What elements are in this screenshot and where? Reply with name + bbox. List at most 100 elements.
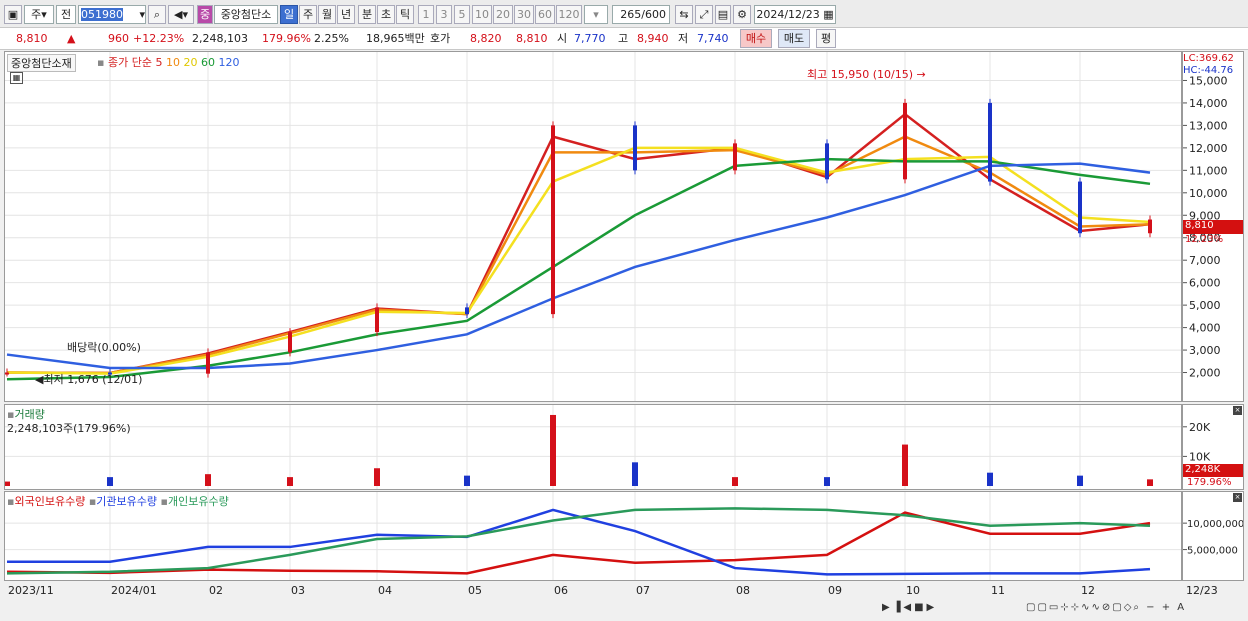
dropdown-icon[interactable]: ▾ (139, 8, 145, 21)
candle (1148, 219, 1152, 234)
volume-last-pct: 179.96% (1187, 477, 1232, 488)
price-panel[interactable]: 중앙첨단소재 ▪ 종가 단순 5 10 20 60 120 ▦ 최고 15,95… (4, 51, 1182, 402)
window-icon[interactable]: ▣ (4, 5, 22, 24)
ma-legend: ▪ 종가 단순 5 10 20 60 120 (97, 54, 239, 70)
volume-bar (374, 468, 380, 486)
tab-minute[interactable]: 분 (358, 5, 376, 24)
ma-line (6, 157, 1151, 381)
stock-name-field[interactable]: 중앙첨단소 (214, 5, 278, 24)
price-tick-label: 15,000 (1189, 74, 1228, 87)
tab-month[interactable]: 월 (318, 5, 336, 24)
interval-60[interactable]: 60 (535, 5, 555, 24)
date-value: 2024/12/23 (756, 8, 820, 21)
toolbar: ▣ 주▾ 전 051980 ▾ ⌕ ◀▾ 중 중앙첨단소 일 주 월 년 분 초 … (0, 0, 1248, 28)
turnover: 2.25% (314, 32, 349, 45)
calendar-icon[interactable]: ▦ (823, 8, 834, 21)
holding-tick-label: 10,000,000 (1187, 519, 1243, 530)
low-label: 저 (678, 32, 689, 45)
close-icon[interactable]: × (1233, 493, 1242, 502)
x-tick-label: 06 (554, 584, 568, 597)
tab-week[interactable]: 주 (299, 5, 317, 24)
candle (633, 125, 637, 171)
holding-line (7, 508, 1151, 576)
trade-amount: 18,965백만 (366, 32, 425, 45)
candle (733, 143, 737, 171)
interval-120[interactable]: 120 (556, 5, 582, 24)
square-icon: ▪ (7, 408, 15, 421)
volume-axis-ticks: 10K 20K (1183, 421, 1211, 463)
scroll-icon[interactable]: ⇆ (675, 5, 693, 24)
low-annotation-text: 최저 1,676 (12/01) (43, 373, 143, 386)
interval-3[interactable]: 3 (436, 5, 452, 24)
gear-icon[interactable]: ⚙ (733, 5, 751, 24)
volume-chart (5, 405, 1181, 489)
interval-20[interactable]: 20 (493, 5, 513, 24)
last-price-tag: 8,810 (1183, 220, 1243, 234)
ma120-legend: 120 (218, 56, 240, 69)
sell-button[interactable]: 매도 (778, 29, 810, 48)
search-icon[interactable]: ⌕ (148, 5, 166, 24)
x-tick-label: 12/23 (1186, 584, 1218, 597)
chart-title[interactable]: 중앙첨단소재 (7, 54, 76, 72)
market-type-select[interactable]: 주▾ (24, 5, 54, 24)
prev-button[interactable]: 전 (56, 5, 76, 24)
volume-panel[interactable]: ▪거래량 2,248,103주(179.96%) (4, 404, 1182, 490)
interval-5[interactable]: 5 (454, 5, 470, 24)
candle (988, 102, 992, 182)
holdings-axis-ticks: 5,000,000 10,000,000 (1183, 519, 1243, 557)
x-tick-label: 08 (736, 584, 750, 597)
volume-bar (1147, 479, 1153, 486)
code-input[interactable]: 051980 ▾ (78, 5, 146, 24)
x-tick-label: 09 (828, 584, 842, 597)
name-badge: 중 (197, 5, 213, 24)
volume-bar (902, 444, 908, 486)
custom-interval-select[interactable]: ▾ (584, 5, 608, 24)
up-arrow-icon: ▲ (67, 32, 76, 45)
price-tick-label: 6,000 (1189, 277, 1221, 290)
tool-icons[interactable]: ▢▢▭⊹⊹∿∿⊘▢◇⌕ − + A (1026, 602, 1187, 613)
tab-second[interactable]: 초 (377, 5, 395, 24)
x-tick-label: 11 (991, 584, 1005, 597)
price-tick-label: 4,000 (1189, 322, 1221, 335)
market-type-label: 주 (31, 8, 42, 21)
candle (825, 143, 829, 180)
x-tick-label: 05 (468, 584, 482, 597)
price-tick-label: 9,000 (1189, 209, 1221, 222)
volume-tick-label: 10K (1189, 450, 1211, 463)
high-price: 8,940 (637, 32, 669, 45)
date-field[interactable]: 2024/12/23 ▦ (754, 5, 836, 24)
zoom-icon[interactable]: ⤢ (695, 5, 713, 24)
dividend-annotation: 배당락(0.00%) (67, 341, 141, 354)
volume-bar (987, 472, 993, 486)
price-grid (5, 52, 1181, 401)
candle (5, 372, 9, 375)
candle (903, 102, 907, 180)
buy-button[interactable]: 매수 (740, 29, 772, 48)
speaker-icon[interactable]: ◀▾ (168, 5, 194, 24)
count-field[interactable]: 265/600 (612, 5, 670, 24)
interval-1[interactable]: 1 (418, 5, 434, 24)
high-annotation-text: 최고 15,950 (10/15) (807, 68, 914, 81)
lc-label: LC:369.62 (1183, 53, 1234, 64)
ask-price: 8,820 (470, 32, 502, 45)
volume-bar (107, 477, 113, 486)
table-icon[interactable]: ▦ (10, 72, 23, 84)
interval-30[interactable]: 30 (514, 5, 534, 24)
candle (1078, 181, 1082, 234)
open-price: 7,770 (574, 32, 606, 45)
tab-year[interactable]: 년 (337, 5, 355, 24)
volume-title-text: 거래량 (14, 408, 45, 421)
interval-10[interactable]: 10 (472, 5, 492, 24)
price-tick-label: 3,000 (1189, 344, 1221, 357)
tab-day[interactable]: 일 (280, 5, 298, 24)
price-tick-label: 13,000 (1189, 119, 1228, 132)
price-tick-label: 8,000 (1189, 232, 1221, 245)
tab-tick[interactable]: 틱 (396, 5, 414, 24)
nav-icons[interactable]: ▶▐◀■▶ (882, 602, 938, 613)
ma-line (6, 162, 1151, 370)
close-icon[interactable]: × (1233, 406, 1242, 415)
holdings-panel[interactable]: ▪외국인보유수량 ▪기관보유수량 ▪개인보유수량 (4, 491, 1182, 581)
hc-label: HC:-44.76 (1183, 65, 1234, 76)
save-icon[interactable]: ▤ (715, 5, 731, 24)
eval-button[interactable]: 평 (816, 29, 836, 48)
